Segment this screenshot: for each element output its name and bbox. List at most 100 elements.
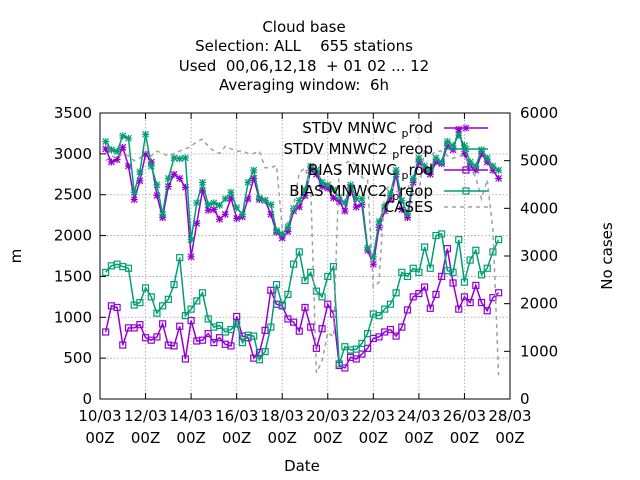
x-axis: 10/03 00Z 12/03 00Z 14/03 00Z 16/03 00Z 18/03 00Z…	[78, 113, 532, 447]
x-tick-label-date: 12/03	[124, 407, 167, 425]
y-tick-label: 3000	[54, 145, 92, 163]
data-point	[124, 162, 132, 170]
x-tick-label-date: 22/03	[352, 407, 395, 425]
data-point	[102, 268, 110, 276]
data-point	[426, 170, 434, 178]
data-point	[176, 155, 184, 163]
data-point	[341, 199, 349, 207]
data-point	[386, 325, 395, 334]
data-point	[233, 320, 241, 328]
x-tick-label-hour: 00Z	[450, 429, 479, 447]
data-point	[204, 206, 212, 214]
legend-name: STDV MNWC	[302, 119, 401, 137]
legend-entry-2: BIAS MNWC prod	[308, 161, 488, 182]
data-point	[341, 207, 349, 215]
data-point	[455, 131, 463, 139]
series-1	[102, 130, 503, 261]
data-point	[159, 210, 167, 218]
data-point	[136, 321, 144, 329]
data-point	[227, 325, 235, 334]
data-point	[284, 227, 292, 235]
data-point	[381, 305, 389, 313]
data-point	[324, 300, 332, 308]
data-point	[364, 244, 372, 252]
data-point	[221, 195, 229, 203]
data-point	[250, 174, 258, 182]
x-tick-label-date: 24/03	[397, 407, 440, 425]
data-point	[403, 306, 412, 314]
legend-label: STDV MNWC2 preop	[283, 140, 433, 161]
legend-entry-3: BIAS MNWC2 preop	[289, 182, 488, 203]
data-point	[198, 289, 207, 297]
data-point	[216, 215, 224, 223]
data-point	[147, 293, 155, 301]
data-point	[443, 142, 451, 150]
y-axis-left: 0 500 1000 1500 2000 2500 3000 3500	[54, 104, 106, 408]
data-point	[273, 227, 281, 235]
data-point	[164, 183, 172, 191]
data-point	[250, 332, 258, 340]
data-point	[398, 323, 406, 331]
data-point	[170, 154, 178, 162]
data-point	[136, 177, 144, 185]
data-point	[449, 142, 457, 150]
y2-tick-label: 1000	[520, 342, 558, 360]
data-point	[432, 154, 440, 162]
data-point	[352, 355, 360, 363]
data-point	[489, 162, 497, 170]
data-point	[164, 174, 172, 182]
data-point	[119, 132, 127, 140]
data-point	[329, 186, 337, 194]
data-point	[449, 146, 457, 154]
data-point	[352, 195, 360, 203]
x-tick-label-hour: 00Z	[176, 429, 205, 447]
data-point	[261, 348, 269, 356]
data-point	[164, 295, 172, 303]
y2-tick-label: 2000	[520, 295, 558, 313]
y2-tick-label: 0	[520, 390, 530, 408]
data-point	[130, 196, 138, 204]
data-point	[221, 210, 229, 218]
data-point	[147, 162, 155, 170]
data-point	[255, 194, 263, 202]
data-point	[455, 236, 463, 244]
data-point	[301, 192, 309, 200]
data-point	[307, 166, 315, 174]
data-point	[204, 201, 212, 209]
data-point	[227, 194, 235, 202]
data-point	[278, 301, 286, 309]
data-point	[312, 344, 320, 352]
data-point	[381, 203, 389, 211]
x-tick-label-date: 10/03	[78, 407, 121, 425]
y-tick-label: 0	[82, 390, 92, 408]
data-point	[233, 214, 241, 222]
data-point	[483, 158, 491, 166]
data-point	[290, 205, 298, 213]
legend-subscript: p	[401, 127, 408, 140]
data-point	[466, 158, 474, 166]
x-tick-label-hour: 00Z	[131, 429, 160, 447]
data-point	[113, 303, 121, 312]
data-point	[255, 356, 264, 364]
series-4	[105, 138, 500, 376]
data-point	[119, 143, 127, 151]
data-point	[375, 218, 383, 226]
x-tick-label-hour: 00Z	[495, 429, 524, 447]
data-point	[460, 278, 469, 286]
data-point	[375, 333, 383, 341]
legend-label: BIAS MNWC2 preop	[289, 182, 433, 203]
data-point	[495, 174, 503, 182]
legend-entry-0: STDV MNWC prod	[302, 119, 488, 140]
x-tick-label-date: 20/03	[306, 407, 349, 425]
data-point	[460, 142, 468, 150]
data-point	[159, 302, 167, 310]
data-point	[443, 138, 451, 146]
data-point	[415, 289, 423, 298]
data-point	[358, 339, 366, 348]
data-point	[198, 336, 207, 344]
data-point	[210, 339, 218, 347]
data-point	[318, 178, 326, 186]
data-point	[426, 304, 434, 312]
data-point	[244, 195, 252, 203]
